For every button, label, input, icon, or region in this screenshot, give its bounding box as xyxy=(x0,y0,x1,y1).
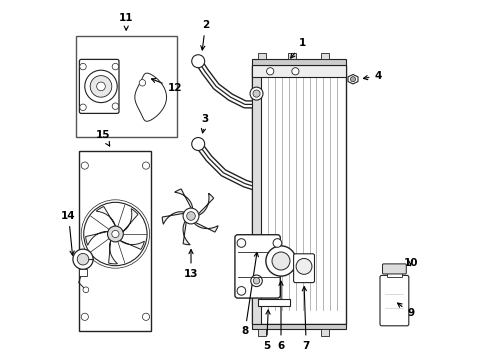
Circle shape xyxy=(97,82,105,91)
Bar xyxy=(387,273,402,277)
Circle shape xyxy=(90,76,112,97)
Circle shape xyxy=(112,63,119,70)
Circle shape xyxy=(80,63,86,70)
Polygon shape xyxy=(175,189,193,211)
Circle shape xyxy=(112,103,119,109)
Circle shape xyxy=(81,162,88,169)
Circle shape xyxy=(267,68,274,75)
Circle shape xyxy=(237,287,245,295)
Polygon shape xyxy=(119,239,145,249)
Circle shape xyxy=(251,275,262,287)
Bar xyxy=(258,299,290,306)
FancyBboxPatch shape xyxy=(235,235,280,298)
Circle shape xyxy=(143,313,149,320)
Circle shape xyxy=(253,90,260,97)
Text: 11: 11 xyxy=(119,13,133,30)
Circle shape xyxy=(143,162,149,169)
Polygon shape xyxy=(122,209,138,233)
Polygon shape xyxy=(183,219,190,245)
Text: 10: 10 xyxy=(403,258,418,268)
Circle shape xyxy=(107,226,123,242)
Polygon shape xyxy=(96,207,116,228)
Circle shape xyxy=(84,202,147,266)
Text: 14: 14 xyxy=(61,211,76,255)
Polygon shape xyxy=(348,75,358,84)
Text: 6: 6 xyxy=(277,281,285,351)
Circle shape xyxy=(250,87,263,100)
Circle shape xyxy=(81,313,88,320)
Circle shape xyxy=(183,208,199,224)
Circle shape xyxy=(253,278,260,284)
Text: 2: 2 xyxy=(201,20,209,50)
Text: 7: 7 xyxy=(302,287,310,351)
Text: 15: 15 xyxy=(96,130,110,146)
Bar xyxy=(252,65,346,77)
FancyBboxPatch shape xyxy=(294,254,315,283)
Circle shape xyxy=(112,230,119,238)
Bar xyxy=(252,65,261,324)
Circle shape xyxy=(266,246,296,276)
Text: 1: 1 xyxy=(291,38,306,58)
Bar xyxy=(252,59,346,65)
Circle shape xyxy=(80,104,86,111)
Polygon shape xyxy=(135,73,167,121)
Circle shape xyxy=(292,68,299,75)
Bar xyxy=(79,269,87,276)
Text: 8: 8 xyxy=(242,252,258,336)
Circle shape xyxy=(85,70,117,103)
Circle shape xyxy=(237,239,245,247)
Circle shape xyxy=(350,77,356,82)
Circle shape xyxy=(192,55,205,68)
Circle shape xyxy=(77,253,89,265)
Text: 3: 3 xyxy=(201,114,209,133)
Text: 9: 9 xyxy=(397,303,414,318)
Bar xyxy=(288,53,296,59)
Polygon shape xyxy=(193,221,218,232)
Text: 4: 4 xyxy=(364,71,382,81)
Bar xyxy=(258,329,266,336)
FancyBboxPatch shape xyxy=(383,264,406,274)
Bar xyxy=(76,36,176,137)
Bar xyxy=(320,53,328,59)
FancyBboxPatch shape xyxy=(380,275,409,326)
Bar xyxy=(258,53,266,59)
Circle shape xyxy=(192,138,205,150)
Circle shape xyxy=(187,212,196,220)
Circle shape xyxy=(139,80,146,86)
Polygon shape xyxy=(86,231,110,245)
Bar xyxy=(252,65,346,324)
Polygon shape xyxy=(196,193,214,216)
Circle shape xyxy=(73,249,93,269)
Bar xyxy=(320,329,328,336)
Text: 5: 5 xyxy=(263,310,270,351)
Bar xyxy=(252,324,346,329)
Circle shape xyxy=(273,239,282,247)
Bar xyxy=(79,151,151,331)
Text: 12: 12 xyxy=(151,78,182,93)
Polygon shape xyxy=(162,212,187,224)
Circle shape xyxy=(83,287,89,293)
Circle shape xyxy=(272,252,290,270)
FancyBboxPatch shape xyxy=(79,59,119,113)
Text: 13: 13 xyxy=(184,249,198,279)
Polygon shape xyxy=(109,239,118,264)
Circle shape xyxy=(296,258,312,274)
